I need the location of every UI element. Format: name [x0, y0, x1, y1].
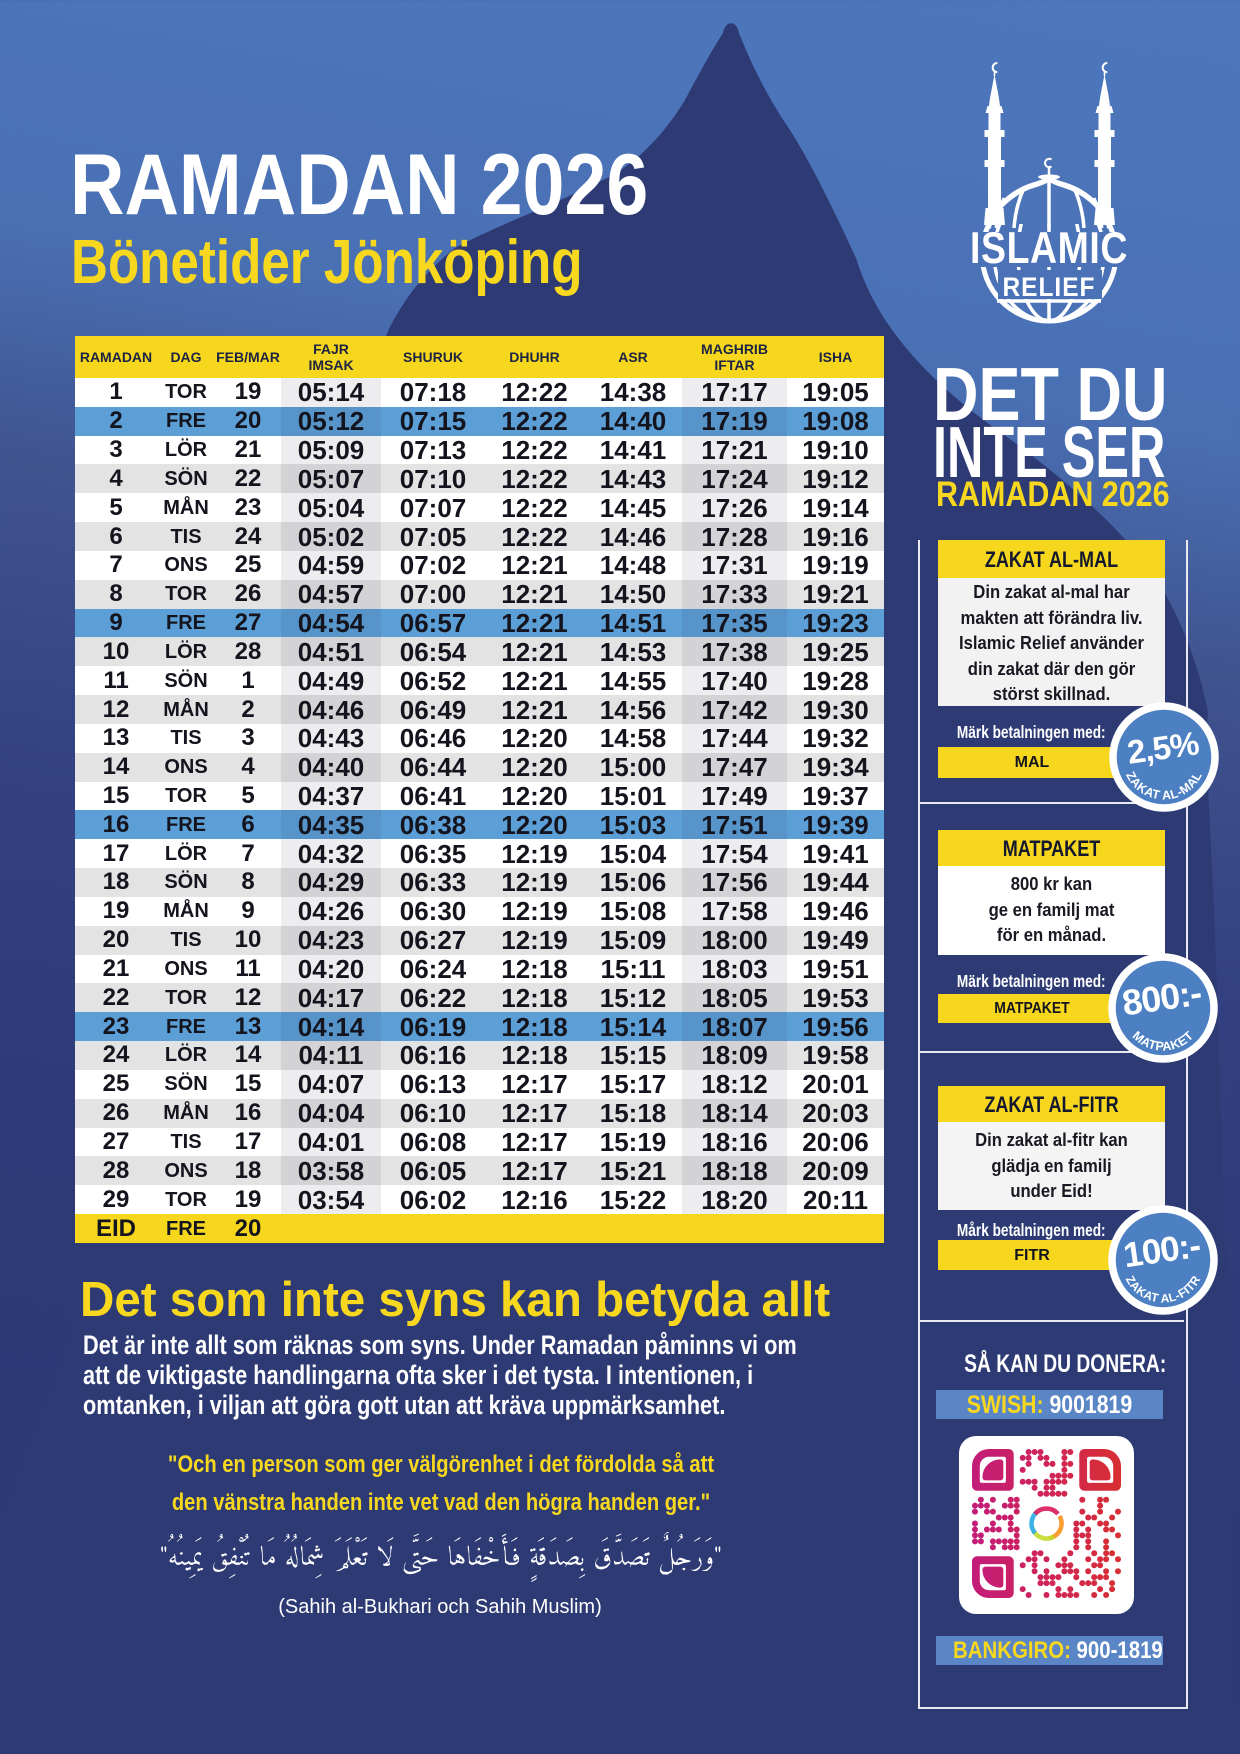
svg-text:ISLAMIC: ISLAMIC [970, 223, 1128, 273]
svg-text:RELIEF: RELIEF [1003, 273, 1096, 302]
